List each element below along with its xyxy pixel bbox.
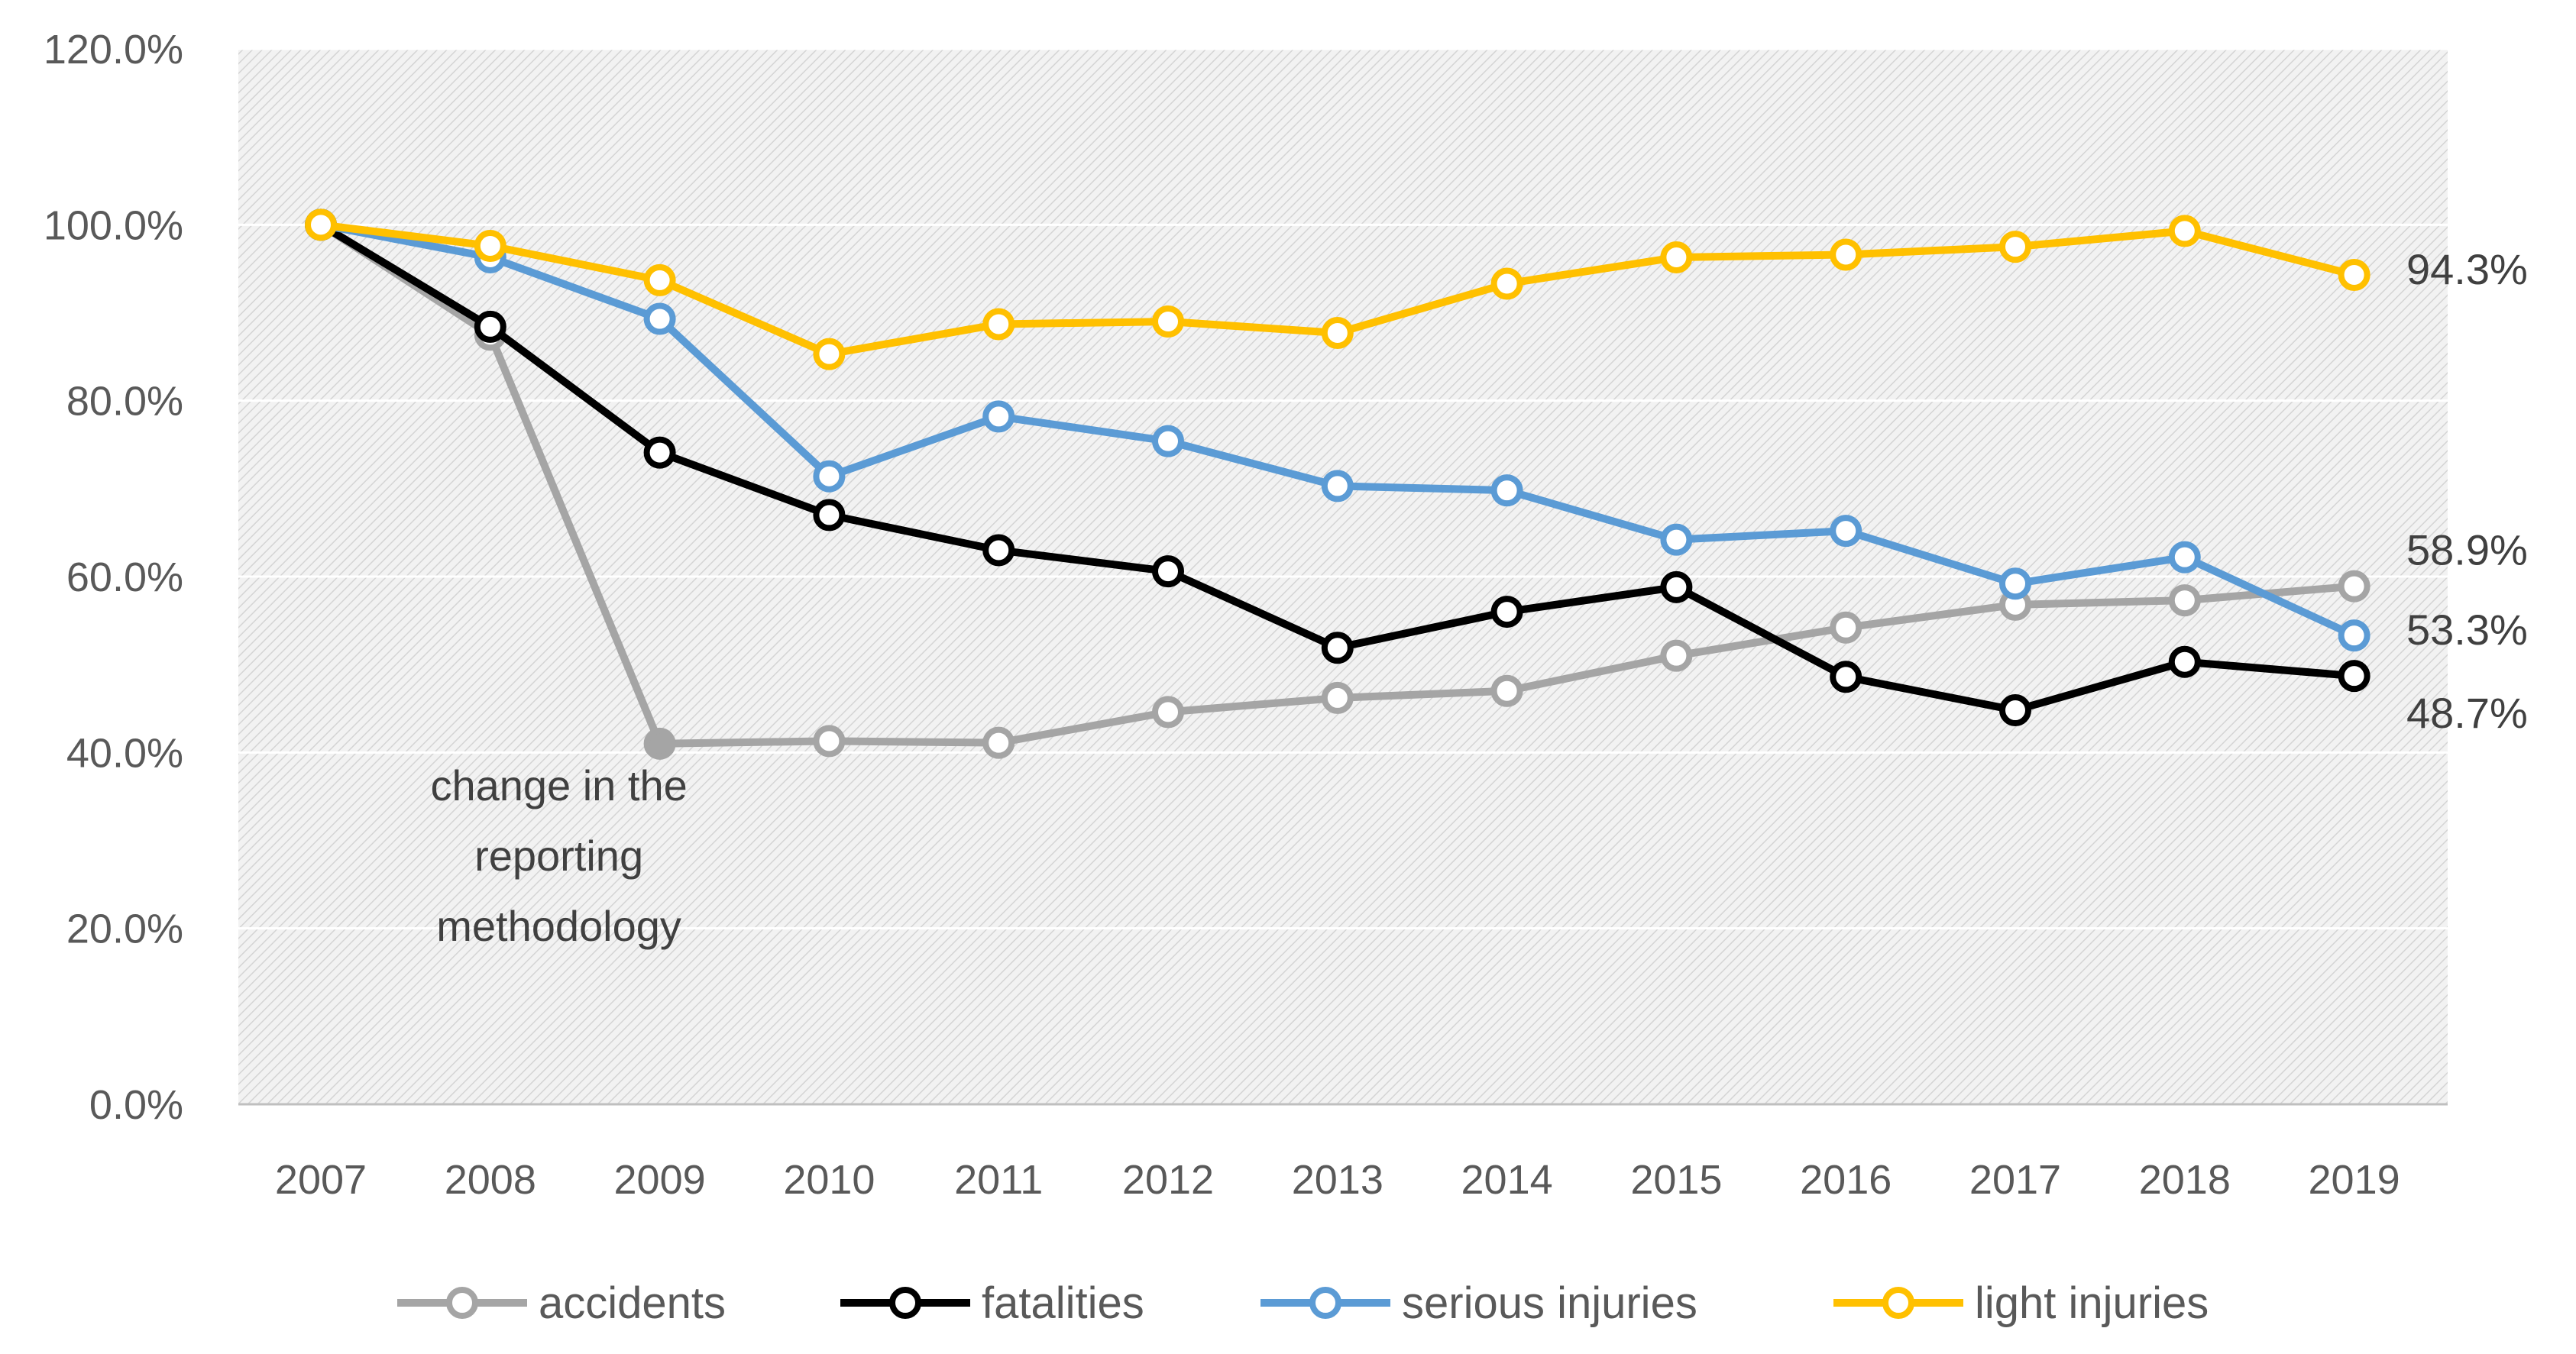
accidents-point bbox=[1321, 681, 1354, 714]
fatalities-point bbox=[1999, 694, 2031, 727]
x-tick-label: 2010 bbox=[783, 1157, 875, 1203]
light-injuries-point bbox=[1152, 305, 1184, 338]
light-injuries-point bbox=[643, 263, 676, 296]
accidents-point bbox=[643, 727, 676, 760]
legend-label: serious injuries bbox=[1402, 1278, 1697, 1328]
light-injuries-point bbox=[1660, 241, 1693, 273]
y-axis: 0.0% 20.0% 40.0% 60.0% 80.0% 100.0% 120.0% bbox=[44, 27, 183, 1128]
serious-injuries-point bbox=[2338, 619, 2371, 652]
legend: accidents fatalities serious injuries light… bbox=[397, 1278, 2209, 1328]
fatalities-point bbox=[1660, 570, 1693, 603]
legend-swatch-marker bbox=[446, 1287, 478, 1319]
accidents-point bbox=[1152, 696, 1184, 729]
accidents-end-label: 58.9% bbox=[2406, 526, 2528, 574]
legend-label: accidents bbox=[539, 1278, 726, 1328]
fatalities-point bbox=[643, 436, 676, 469]
y-tick-label: 120.0% bbox=[44, 27, 183, 73]
x-tick-label: 2015 bbox=[1630, 1157, 1722, 1203]
serious-injuries-point bbox=[1999, 567, 2031, 600]
x-tick-label: 2012 bbox=[1122, 1157, 1214, 1203]
accidents-point bbox=[2168, 584, 2201, 617]
light-injuries-point bbox=[2168, 215, 2201, 247]
legend-swatch-marker bbox=[889, 1287, 921, 1319]
end-labels: 58.9% 48.7% 53.3% 94.3% bbox=[2406, 245, 2528, 737]
accidents-point bbox=[1660, 639, 1693, 672]
serious-injuries-point bbox=[1152, 425, 1184, 457]
serious-injuries-point bbox=[1830, 515, 1862, 548]
accidents-point bbox=[1830, 611, 1862, 644]
fatalities-end-label: 48.7% bbox=[2406, 689, 2528, 737]
light-injuries-point bbox=[982, 308, 1015, 341]
methodology-annotation: change in the reporting methodology bbox=[430, 761, 687, 950]
fatalities-point bbox=[982, 534, 1015, 567]
series-group bbox=[305, 208, 2371, 760]
serious-injuries-point bbox=[982, 400, 1015, 433]
legend-label: light injuries bbox=[1975, 1278, 2209, 1328]
legend-swatch-marker bbox=[1882, 1287, 1914, 1319]
x-tick-label: 2019 bbox=[2309, 1157, 2400, 1203]
fatalities-point bbox=[1321, 632, 1354, 664]
x-axis: 2007 2008 2009 2010 2011 2012 2013 2014 2015 2016… bbox=[275, 1157, 2400, 1203]
accidents-point bbox=[813, 725, 846, 758]
legend-label: fatalities bbox=[982, 1278, 1144, 1328]
accidents-point bbox=[1490, 674, 1523, 707]
y-tick-label: 100.0% bbox=[44, 202, 183, 248]
light-injuries-end-label: 94.3% bbox=[2406, 245, 2528, 293]
legend-swatch-marker bbox=[1309, 1287, 1341, 1319]
x-tick-label: 2013 bbox=[1292, 1157, 1383, 1203]
light-injuries-point bbox=[1999, 231, 2031, 263]
serious-injuries-point bbox=[1490, 474, 1523, 507]
legend-item-fatalities: fatalities bbox=[840, 1278, 1144, 1328]
x-tick-label: 2008 bbox=[445, 1157, 536, 1203]
light-injuries-point bbox=[305, 208, 337, 241]
y-tick-label: 60.0% bbox=[66, 554, 183, 600]
x-tick-label: 2018 bbox=[2139, 1157, 2231, 1203]
light-injuries-point bbox=[1830, 238, 1862, 271]
light-injuries-point bbox=[2338, 258, 2371, 291]
serious-injuries-point bbox=[1660, 523, 1693, 556]
serious-injuries-point bbox=[1321, 470, 1354, 502]
y-tick-label: 40.0% bbox=[66, 730, 183, 776]
legend-item-accidents: accidents bbox=[397, 1278, 726, 1328]
light-injuries-point bbox=[474, 229, 506, 262]
legend-item-light-injuries: light injuries bbox=[1833, 1278, 2209, 1328]
fatalities-point bbox=[474, 310, 506, 343]
fatalities-point bbox=[2338, 660, 2371, 693]
x-tick-label: 2017 bbox=[1969, 1157, 2061, 1203]
annotation-line: change in the bbox=[430, 761, 687, 809]
serious-injuries-point bbox=[813, 460, 846, 493]
fatalities-point bbox=[1490, 596, 1523, 629]
gridlines bbox=[238, 47, 2448, 1106]
accidents-point bbox=[982, 726, 1015, 759]
serious-injuries-point bbox=[2168, 541, 2201, 574]
annotation-line: methodology bbox=[436, 902, 681, 950]
fatalities-point bbox=[1830, 661, 1862, 693]
light-injuries-point bbox=[1321, 316, 1354, 349]
x-tick-label: 2007 bbox=[275, 1157, 367, 1203]
light-injuries-point bbox=[813, 338, 846, 370]
x-tick-label: 2011 bbox=[954, 1157, 1043, 1203]
serious-injuries-end-label: 53.3% bbox=[2406, 606, 2528, 654]
y-tick-label: 20.0% bbox=[66, 906, 183, 952]
x-tick-label: 2009 bbox=[614, 1157, 706, 1203]
annotation-line: reporting bbox=[474, 832, 643, 880]
x-tick-label: 2014 bbox=[1461, 1157, 1553, 1203]
legend-item-serious-injuries: serious injuries bbox=[1260, 1278, 1697, 1328]
y-tick-label: 80.0% bbox=[66, 379, 183, 425]
fatalities-point bbox=[1152, 555, 1184, 588]
accidents-point bbox=[2338, 570, 2371, 603]
fatalities-point bbox=[813, 499, 846, 532]
light-injuries-point bbox=[1490, 267, 1523, 300]
fatalities-point bbox=[2168, 645, 2201, 678]
y-tick-label: 0.0% bbox=[89, 1082, 183, 1128]
x-tick-label: 2016 bbox=[1800, 1157, 1892, 1203]
series-light-injuries bbox=[305, 208, 2371, 370]
series-fatalities bbox=[305, 208, 2371, 727]
serious-injuries-point bbox=[643, 302, 676, 335]
